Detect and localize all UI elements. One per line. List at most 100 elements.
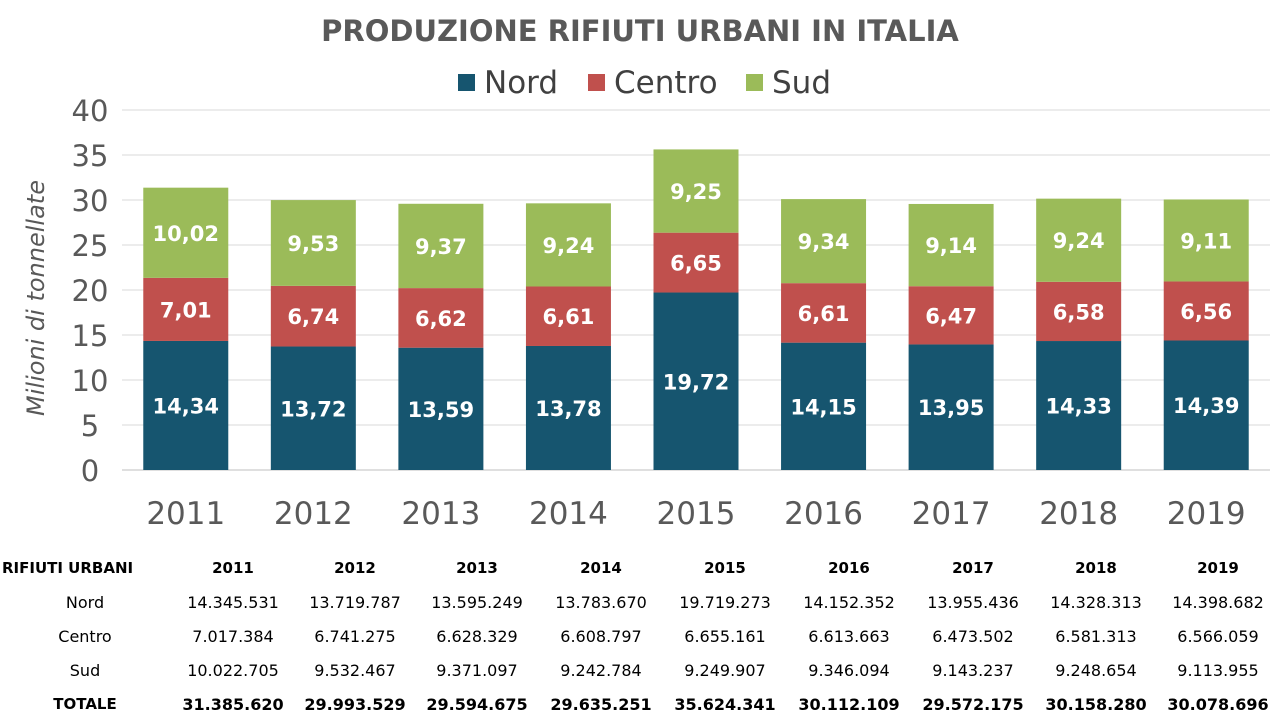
table-row-label: TOTALE <box>53 695 117 713</box>
legend-swatch-nord <box>458 74 475 91</box>
bar-label-centro-2012: 6,74 <box>287 305 339 329</box>
table-cell: 13.955.436 <box>927 592 1019 612</box>
bar-sud-2012 <box>270 200 356 286</box>
table-header-year: 2013 <box>456 559 498 577</box>
bar-nord-2018 <box>1036 341 1122 470</box>
bar-label-centro-2014: 6,61 <box>543 305 595 329</box>
table-row: Sud 10.022.705 9.532.467 9.371.097 9.242.784… <box>0 653 1280 687</box>
chart-legend: Nord Centro Sud <box>458 65 831 101</box>
table-cell: 14.328.313 <box>1050 592 1142 612</box>
table-header-year: 2019 <box>1197 559 1239 577</box>
bar-nord-2013 <box>398 347 484 470</box>
bar-label-sud-2016: 9,34 <box>798 230 850 254</box>
table-header-year: 2014 <box>580 559 622 577</box>
bar-label-nord-2019: 14,39 <box>1173 394 1239 418</box>
table-cell: 9.113.955 <box>1177 660 1259 680</box>
x-tick-label-2016: 2016 <box>784 496 863 532</box>
x-axis-ticks: 2011 2012 2013 2014 2015 2016 2017 2018 2019 <box>146 496 1245 532</box>
table-cell: 9.242.784 <box>560 660 642 680</box>
table-total-row: TOTALE 31.385.620 29.993.529 29.594.675 29.6… <box>0 687 1280 721</box>
bar-label-sud-2014: 9,24 <box>543 234 595 258</box>
table-row: Centro 7.017.384 6.741.275 6.628.329 6.608.7… <box>0 619 1280 653</box>
bar-label-nord-2011: 14,34 <box>153 394 219 418</box>
bar-centro-2012 <box>270 285 356 347</box>
y-tick-label-40: 40 <box>72 94 109 128</box>
table-cell: 6.608.797 <box>560 626 642 646</box>
bar-nord-2017 <box>908 344 994 470</box>
bar-label-sud-2018: 9,24 <box>1053 229 1105 253</box>
y-tick-label-20: 20 <box>72 274 109 308</box>
bar-centro-2017 <box>908 286 994 345</box>
bar-centro-2019 <box>1163 281 1249 341</box>
table-header-year: 2012 <box>334 559 376 577</box>
bar-label-centro-2016: 6,61 <box>798 302 850 326</box>
legend-swatch-centro <box>588 74 605 91</box>
bar-label-sud-2019: 9,11 <box>1180 229 1232 253</box>
y-tick-label-0: 0 <box>81 454 99 488</box>
bar-nord-2011 <box>143 340 229 470</box>
bar-sud-2015 <box>653 149 739 233</box>
bar-nord-2015 <box>653 292 739 470</box>
x-tick-label-2014: 2014 <box>529 496 608 532</box>
table-cell: 13.595.249 <box>431 592 523 612</box>
legend-label-sud: Sud <box>772 65 831 101</box>
bar-nord-2012 <box>270 346 356 470</box>
x-tick-label-2011: 2011 <box>146 496 225 532</box>
table-cell: 19.719.273 <box>679 592 771 612</box>
table-cell: 9.532.467 <box>314 660 396 680</box>
y-tick-label-35: 35 <box>72 139 109 173</box>
table-cell: 14.345.531 <box>187 592 279 612</box>
table-header-year: 2017 <box>952 559 994 577</box>
table-cell: 29.993.529 <box>304 694 406 714</box>
bar-centro-2018 <box>1036 281 1122 342</box>
table-header-year: 2015 <box>704 559 746 577</box>
bar-label-sud-2012: 9,53 <box>287 232 339 256</box>
data-table: RIFIUTI URBANI 2011 2012 2013 2014 2015 2016 20… <box>0 551 1280 721</box>
bar-label-nord-2018: 14,33 <box>1045 395 1111 419</box>
table-cell: 30.158.280 <box>1045 694 1147 714</box>
table-cell: 13.783.670 <box>555 592 647 612</box>
table-header-year: 2011 <box>212 559 254 577</box>
legend-label-nord: Nord <box>484 65 558 101</box>
y-axis-ticks: 0 5 10 15 20 25 30 35 40 <box>72 94 109 488</box>
y-tick-label-10: 10 <box>72 364 109 398</box>
bar-label-sud-2015: 9,25 <box>670 180 722 204</box>
bar-label-nord-2016: 14,15 <box>790 395 856 419</box>
table-cell: 9.143.237 <box>932 660 1014 680</box>
bar-label-sud-2013: 9,37 <box>415 235 467 259</box>
table-cell: 6.628.329 <box>436 626 518 646</box>
bar-nord-2014 <box>525 345 611 470</box>
table-row-label: Sud <box>69 660 101 680</box>
table-cell: 30.078.696 <box>1167 694 1269 714</box>
bar-label-centro-2013: 6,62 <box>415 307 467 331</box>
bar-sud-2016 <box>781 199 867 284</box>
bar-nord-2016 <box>781 342 867 470</box>
y-tick-label-15: 15 <box>72 319 109 353</box>
bar-sud-2013 <box>398 203 484 289</box>
table-cell: 29.635.251 <box>550 694 652 714</box>
x-tick-label-2015: 2015 <box>657 496 736 532</box>
table-cell: 14.152.352 <box>803 592 895 612</box>
bar-label-centro-2015: 6,65 <box>670 252 722 276</box>
bar-sud-2011 <box>143 187 229 278</box>
bar-label-sud-2017: 9,14 <box>925 234 977 258</box>
bar-label-nord-2012: 13,72 <box>280 397 346 421</box>
bars: 14,34 7,01 10,02 13,72 6,74 9,53 13,59 6,62 9,37… <box>143 149 1249 470</box>
table-header-label: RIFIUTI URBANI <box>2 559 134 577</box>
table-cell: 9.371.097 <box>436 660 518 680</box>
bar-sud-2018 <box>1036 198 1122 282</box>
bar-sud-2014 <box>525 203 611 287</box>
bar-label-centro-2019: 6,56 <box>1180 300 1232 324</box>
table-cell: 9.249.907 <box>684 660 766 680</box>
bar-label-centro-2018: 6,58 <box>1053 300 1105 324</box>
table-cell: 7.017.384 <box>192 626 274 646</box>
y-tick-label-30: 30 <box>72 184 109 218</box>
legend-label-centro: Centro <box>614 65 718 101</box>
x-tick-label-2017: 2017 <box>912 496 991 532</box>
bar-sud-2017 <box>908 203 994 287</box>
bar-label-centro-2011: 7,01 <box>160 298 212 322</box>
bar-label-nord-2017: 13,95 <box>918 396 984 420</box>
y-axis-label: Milioni di tonnellate <box>22 180 50 416</box>
bar-centro-2013 <box>398 288 484 348</box>
table-header-year: 2018 <box>1075 559 1117 577</box>
